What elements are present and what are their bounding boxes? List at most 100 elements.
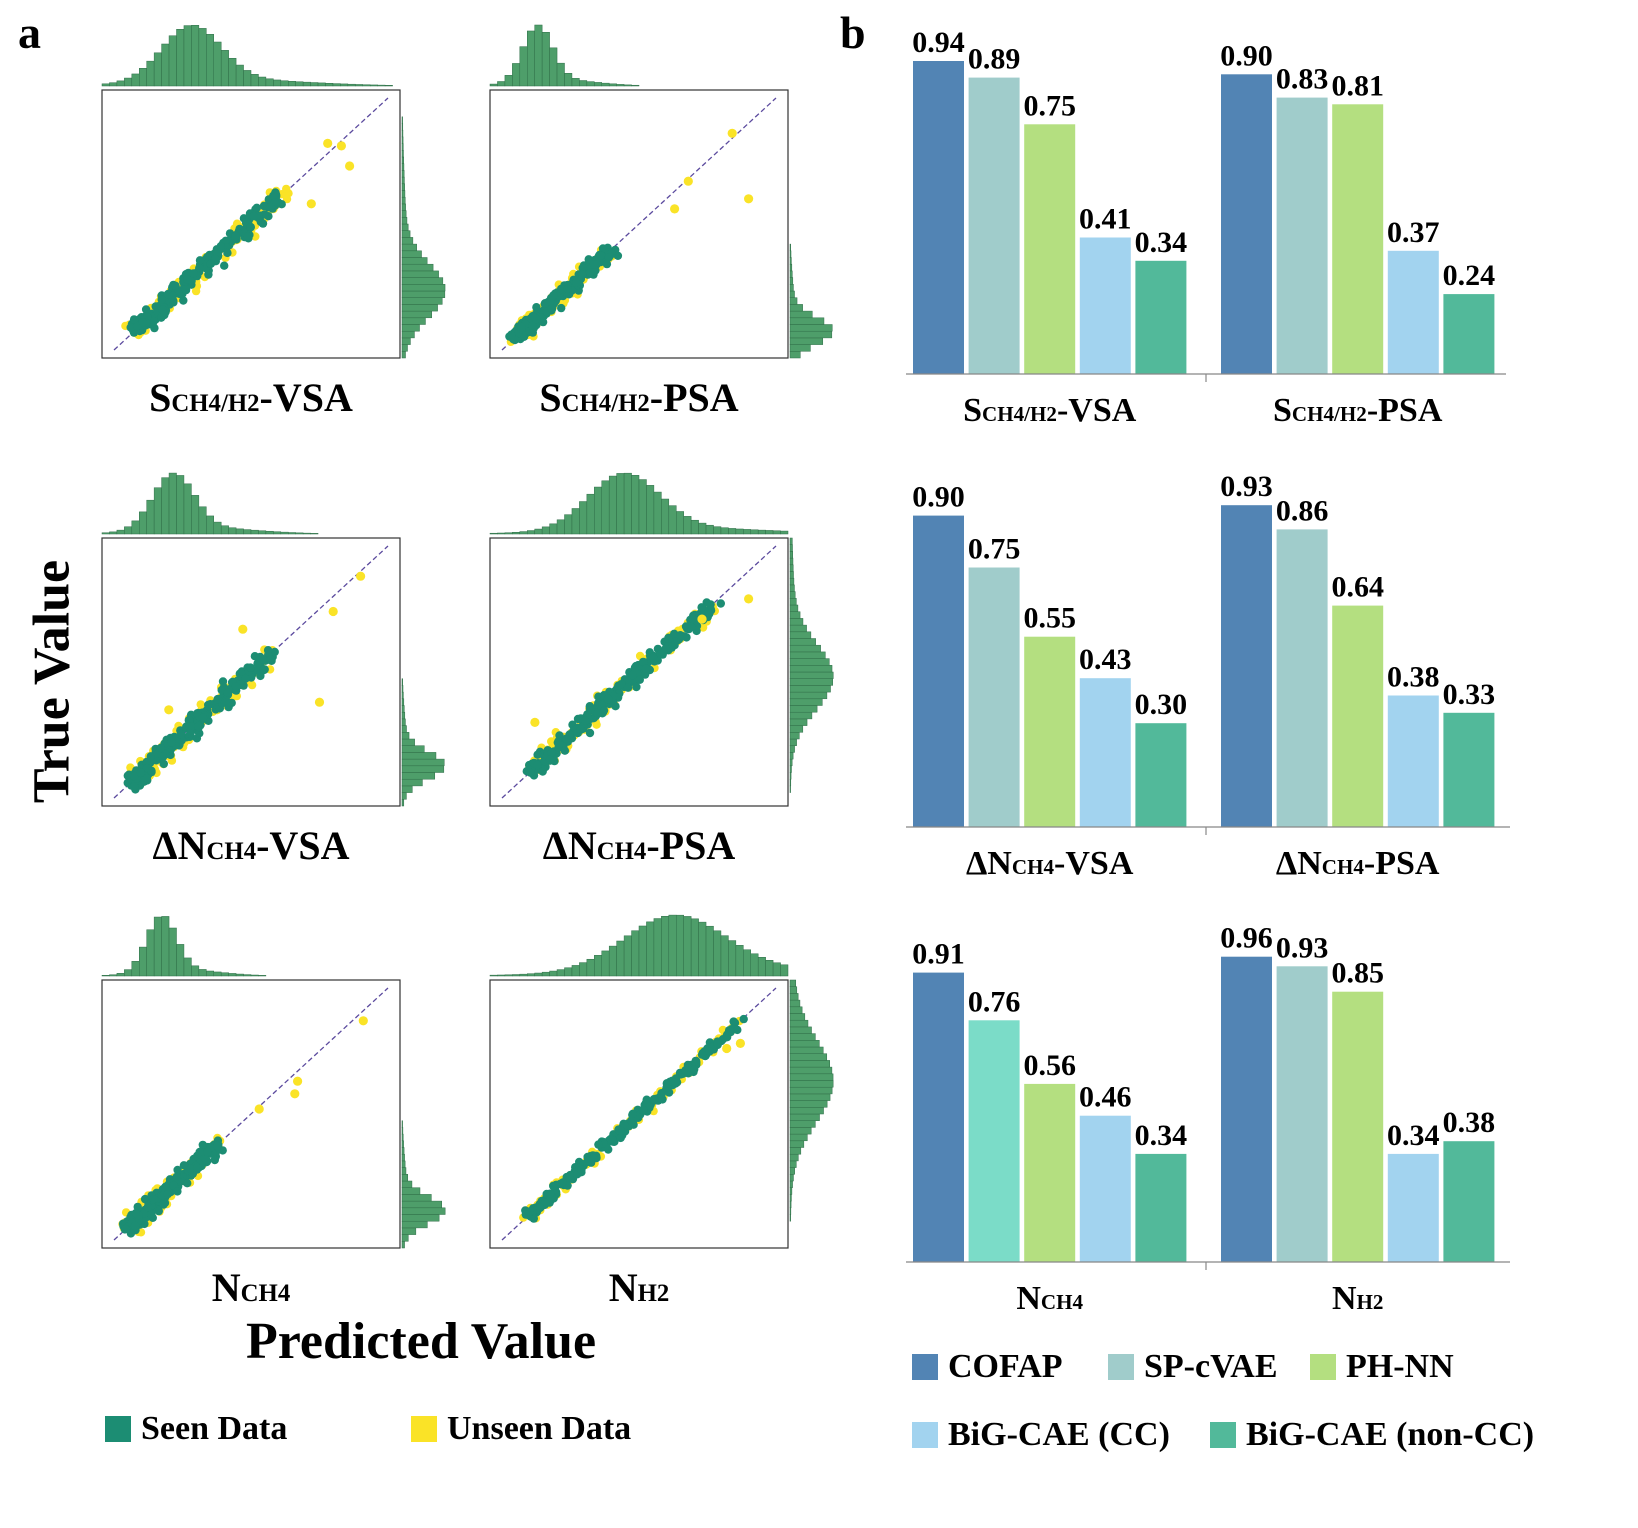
unseen-outlier-point <box>735 1038 746 1048</box>
bar-ph-nn <box>1024 124 1076 375</box>
seen-point <box>266 655 275 664</box>
bar-sp-cvae <box>1276 529 1328 827</box>
hist-bar <box>676 914 684 977</box>
seen-point <box>533 760 542 770</box>
hist-bar <box>789 284 794 292</box>
scatter-legend: Seen Data Unseen Data <box>105 1410 631 1448</box>
hist-bar <box>109 974 118 977</box>
hist-bar <box>676 511 684 535</box>
seen-point <box>602 259 612 269</box>
hist-bar <box>519 973 528 977</box>
seen-point <box>246 222 255 232</box>
hist-bar <box>401 129 404 138</box>
scatter-panel <box>489 472 834 807</box>
hist-bar <box>571 508 580 535</box>
legend-phnn-label: PH-NN <box>1346 1348 1454 1385</box>
seen-point <box>641 1098 651 1108</box>
seen-point <box>589 1154 598 1164</box>
hist-bar <box>616 84 625 87</box>
hist-bar <box>789 765 792 773</box>
seen-point <box>593 701 602 710</box>
hist-bar <box>698 522 707 535</box>
bar-group: 0.900.83 0.81 0.370.24 <box>1220 39 1496 375</box>
right-histogram <box>401 116 446 359</box>
seen-point <box>557 303 566 313</box>
seen-point <box>213 1141 222 1150</box>
hist-bar <box>638 479 647 535</box>
hist-bar <box>608 83 617 87</box>
hist-bar <box>586 81 595 87</box>
panel-label-b: b <box>840 7 866 58</box>
seen-point <box>705 1047 714 1056</box>
bar-ph-nn <box>1332 991 1384 1262</box>
hist-bar <box>713 930 722 977</box>
legend-bigcae-noncc: BiG-CAE (non-CC) <box>1210 1416 1534 1454</box>
bar-big-cae-non-cc- <box>1443 1141 1495 1262</box>
bar-value-label: 0.41 <box>1079 203 1132 236</box>
seen-point <box>147 766 156 775</box>
hist-bar <box>401 765 445 773</box>
bigcae-cc-swatch <box>912 1422 938 1448</box>
seen-point <box>545 755 555 765</box>
hist-bar <box>220 972 229 977</box>
hist-bar <box>124 969 133 977</box>
top-histogram <box>489 24 640 87</box>
hist-bar <box>512 63 521 87</box>
bar-cofap <box>913 515 964 827</box>
hist-bar <box>512 531 521 535</box>
hist-bar <box>401 230 411 238</box>
hist-bar <box>401 284 446 292</box>
unseen-outlier-point <box>290 1089 300 1099</box>
seen-point <box>577 1165 586 1175</box>
bar-value-label: 0.91 <box>912 938 965 971</box>
hist-bar <box>401 745 425 753</box>
hist-bar <box>355 84 363 87</box>
hist-bar <box>789 644 821 653</box>
hist-bar <box>789 1060 830 1068</box>
seen-point <box>572 278 581 287</box>
hist-bar <box>789 1107 824 1115</box>
hist-bar <box>302 532 311 535</box>
hist-bar <box>401 116 403 124</box>
seen-point <box>688 614 697 623</box>
bar-big-cae-non-cc- <box>1135 1153 1187 1262</box>
hist-bar <box>401 732 410 740</box>
scatter-points <box>118 1016 368 1238</box>
hist-bar <box>735 528 744 535</box>
unseen-outlier-point <box>345 161 355 171</box>
hist-bar <box>556 969 565 977</box>
hist-bar <box>401 317 426 325</box>
hist-bar <box>594 955 602 977</box>
hist-bar <box>401 1200 442 1209</box>
seen-point <box>593 709 602 718</box>
seen-point <box>635 675 644 684</box>
hist-bar <box>789 979 797 987</box>
hist-bar <box>780 530 789 535</box>
seen-point <box>266 202 275 212</box>
hist-bar <box>401 718 406 726</box>
hist-bar <box>789 330 833 339</box>
hist-bar <box>206 515 215 535</box>
hist-bar <box>616 940 625 977</box>
hist-bar <box>789 665 833 673</box>
hist-bar <box>401 351 406 359</box>
bar-value-label: 0.34 <box>1387 1119 1440 1152</box>
unseen-outlier-point <box>670 204 680 214</box>
hist-bar <box>527 530 535 535</box>
seen-point <box>130 1221 140 1230</box>
hist-bar <box>401 143 404 151</box>
bar-value-label: 0.24 <box>1443 259 1496 292</box>
seen-point <box>604 253 614 262</box>
bar-legend-row-1: COFAP SP-cVAE PH-NN <box>912 1348 1454 1386</box>
hist-bar <box>789 671 834 679</box>
seen-point <box>142 774 151 783</box>
seen-point <box>547 748 556 757</box>
unseen-point <box>191 286 201 296</box>
hist-bar <box>789 351 801 359</box>
hist-bar <box>631 475 640 535</box>
hist-bar <box>789 1187 793 1195</box>
seen-point <box>554 740 564 749</box>
seen-point <box>130 771 139 781</box>
scatter-title: NH2 <box>608 1265 670 1310</box>
